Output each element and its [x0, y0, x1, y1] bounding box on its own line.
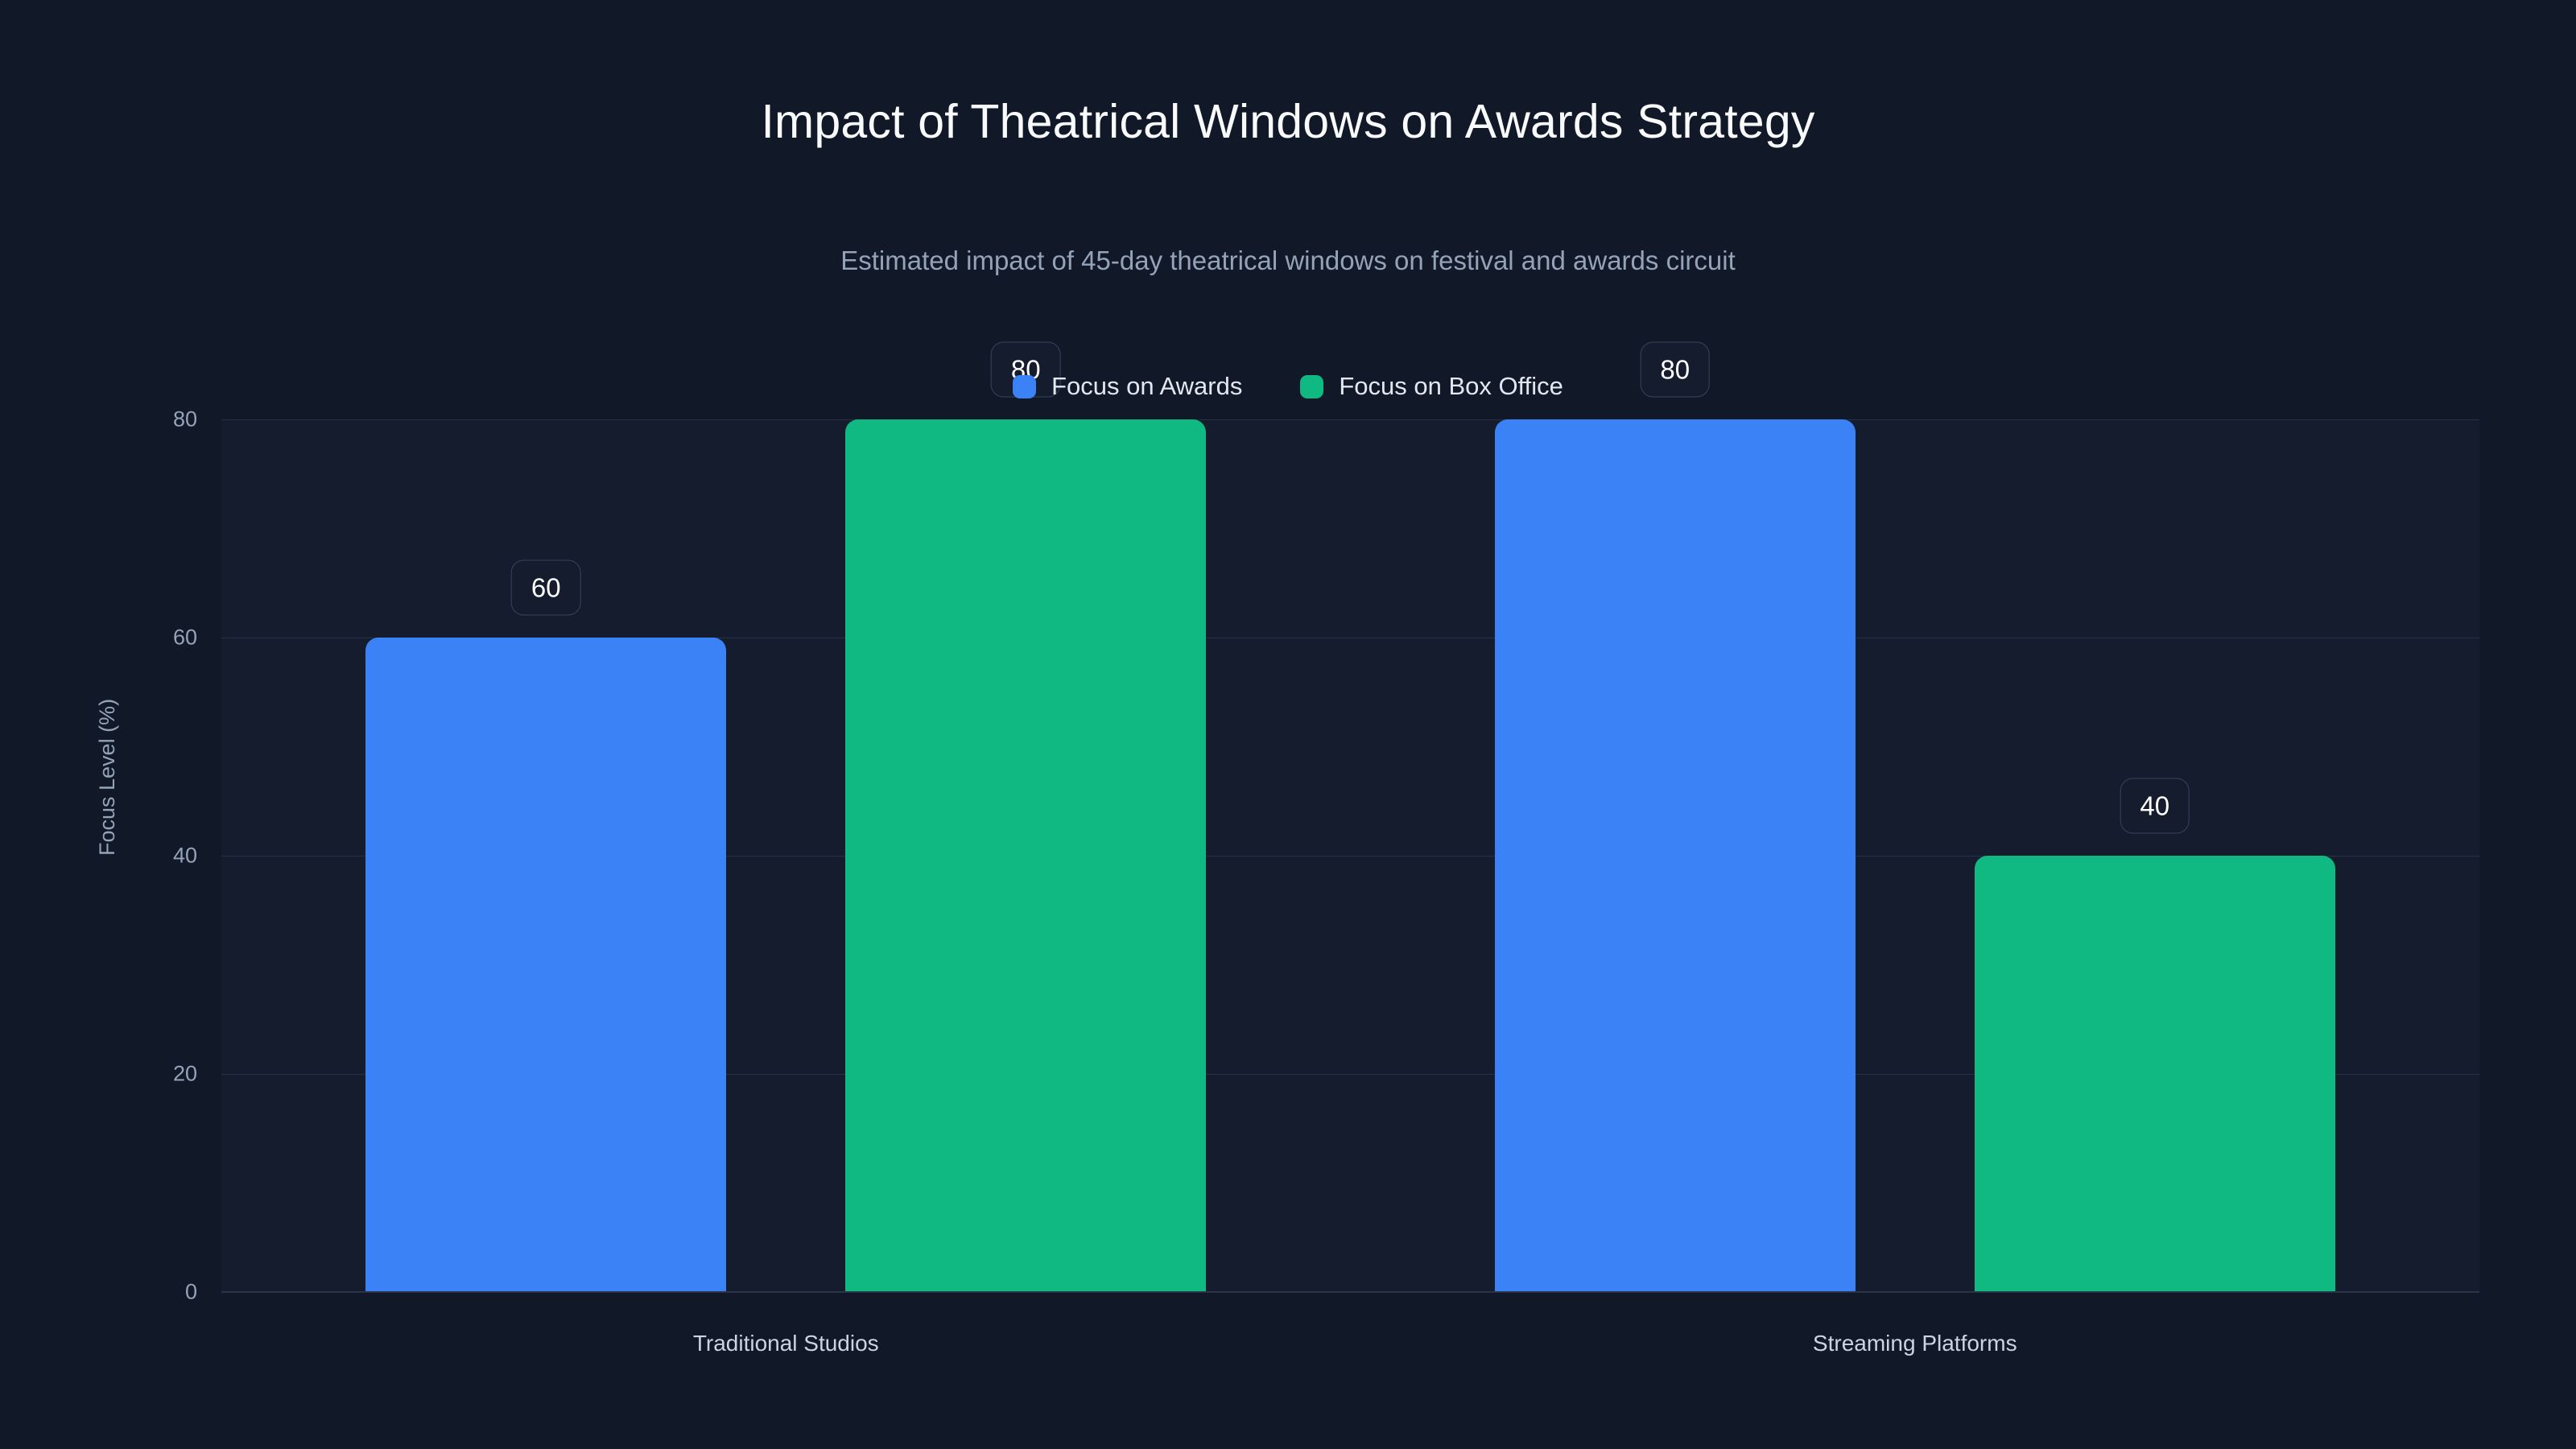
x-axis-baseline — [221, 1291, 2479, 1292]
chart-subtitle: Estimated impact of 45-day theatrical wi… — [840, 246, 1736, 275]
x-axis-tick-label: Streaming Platforms — [1812, 1331, 2017, 1356]
bar[interactable] — [1494, 419, 1856, 1292]
bar[interactable] — [365, 638, 727, 1292]
bar[interactable] — [845, 419, 1207, 1292]
bar-value-label: 80 — [1640, 341, 1711, 398]
legend-item-focus-on-awards[interactable]: Focus on Awards — [1013, 372, 1242, 401]
legend-item-focus-on-box-office[interactable]: Focus on Box Office — [1300, 372, 1563, 401]
y-axis-tick-label: 40 — [172, 843, 197, 868]
bar[interactable] — [1974, 856, 2335, 1292]
gridline — [221, 419, 2479, 420]
plot-area — [221, 419, 2479, 1293]
y-axis-tick-label: 0 — [184, 1279, 197, 1304]
gridline — [221, 1074, 2479, 1075]
bar-value-label: 40 — [2120, 778, 2190, 834]
legend-swatch-icon-box-office — [1300, 374, 1324, 398]
legend-label-awards: Focus on Awards — [1051, 372, 1243, 400]
bar-value-label: 60 — [510, 559, 581, 616]
y-axis-tick-label: 60 — [172, 625, 197, 650]
x-axis-tick-label: Traditional Studios — [692, 1331, 879, 1356]
y-axis-tick-label: 20 — [172, 1061, 197, 1086]
chart-title: Impact of Theatrical Windows on Awards S… — [761, 95, 1815, 148]
legend-swatch-icon-awards — [1013, 374, 1037, 398]
chart-legend: Focus on Awards Focus on Box Office — [0, 372, 2576, 401]
y-axis-title: Focus Level (%) — [95, 698, 119, 856]
gridline — [221, 1292, 2479, 1293]
gridline — [221, 856, 2479, 857]
legend-label-box-office: Focus on Box Office — [1339, 372, 1563, 400]
y-axis-tick-label: 80 — [172, 407, 197, 431]
